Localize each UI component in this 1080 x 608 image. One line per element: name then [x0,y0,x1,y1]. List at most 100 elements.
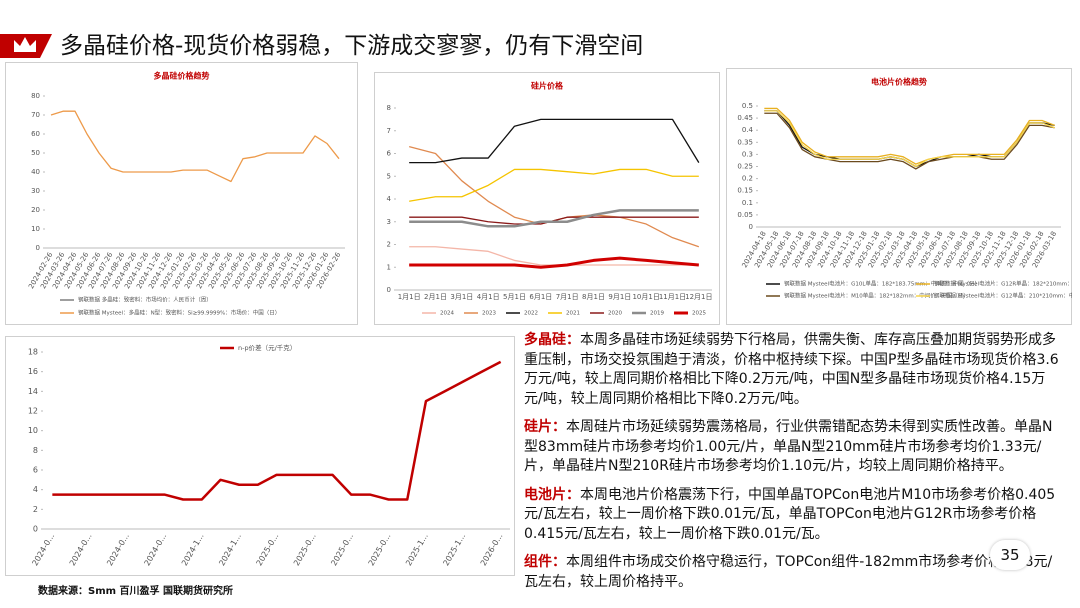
y-tick-label: 10 [28,426,38,435]
y-tick-label: 12 [28,407,38,416]
series-line [764,110,1055,168]
series-line [409,209,699,228]
y-tick-label: 0 [387,286,391,294]
chart-panel: 硅片价格 0 1 2 3 4 5 6 7 8 1月1日 2月1日 3月1日 4月1日 5月1日 6月1日 7月1… [374,72,720,325]
y-tick-label: 30 [31,187,40,195]
y-tick-label: 14 [28,387,38,396]
y-tick-label: 0 [749,223,753,231]
x-tick-label: 8月1日 [582,293,605,301]
x-tick-label: 3月1日 [450,293,473,301]
legend-label: 钢联数据 Mysteel电池片：G10L单晶：182*183.75mm：中间价：… [784,280,980,288]
y-tick-label: 8 [33,446,38,455]
paragraph-label: 多晶硅： [524,332,580,348]
legend-label: 钢联数据 Mysteel：多晶硅：N型：致密料：Si≥99.9999%：市场价：… [78,309,280,317]
legend-label: 钢联数据 多晶硅：致密料：市场均价：人民币计（周） [78,296,212,304]
series-line [409,118,700,164]
slide-title: 多晶硅价格-现货价格弱稳，下游成交寥寥，仍有下滑空间 [60,33,644,59]
x-tick-label: 4月1日 [477,293,500,301]
data-source: 数据来源：Smm 百川盈孚 国联期货研究所 [38,586,234,597]
paragraph-text: 本周硅片市场延续弱势震荡格局，行业供需错配态势未得到实质性改善。单晶N型83mm… [524,419,1053,474]
y-tick-label: 0.45 [737,114,753,122]
y-tick-label: 80 [31,92,40,100]
y-tick-label: 50 [31,149,40,157]
series-line [409,168,699,202]
series-line [52,360,502,501]
paragraph-label: 组件： [524,554,566,570]
y-tick-label: 70 [31,111,40,119]
x-tick-label: 7月1日 [556,293,579,301]
paragraph-text: 本周电池片价格震荡下行，中国单晶TOPCon电池片M10市场参考价格0.405元… [524,486,1056,542]
series-line [409,256,699,269]
series-line [764,112,1055,170]
legend-label: 2022 [524,311,538,317]
panel-border [726,68,1072,325]
x-tick-label: 10月1日 [632,293,659,301]
y-tick-label: 40 [31,168,40,176]
y-tick-label: 0.1 [742,199,753,207]
paragraph: 多晶硅：本周多晶硅市场延续弱势下行格局，供需失衡、库存高压叠加期货弱势形成多重压… [524,331,1064,409]
legend-label: 2024 [440,311,454,317]
x-tick-label: 2月1日 [424,293,447,301]
paragraph-label: 电池片： [524,486,580,503]
chart-title: 多晶硅价格趋势 [154,71,210,81]
x-tick-label: 5月1日 [503,293,526,301]
series-line [50,110,340,183]
chart-title: 电池片价格趋势 [871,77,927,87]
legend-label: 2020 [608,311,622,317]
y-tick-label: 4 [33,485,38,494]
crown-icon [0,34,52,58]
y-tick-label: 1 [387,263,391,271]
y-tick-label: 2 [387,241,391,249]
paragraph: 硅片：本周硅片市场延续弱势震荡格局，行业供需错配态势未得到实质性改善。单晶N型8… [524,418,1064,477]
y-tick-label: 3 [387,218,391,226]
y-tick-label: 0.2 [742,175,753,183]
paragraph-text: 本周组件市场成交价格守稳运行，TOPCon组件-182mm市场参考价格0.78元… [524,554,1053,590]
y-tick-label: 2 [33,505,38,514]
y-tick-label: 0.3 [742,150,753,158]
chart-panel: 多晶硅价格趋势010203040506070802024-02-262024-0… [5,62,358,325]
x-tick-label: 6月1日 [529,293,552,301]
y-tick-label: 0.25 [737,163,753,171]
series-line [764,107,1055,165]
panel-border [5,336,515,576]
y-tick-label: 0.4 [742,126,754,134]
legend-label: n-p价差（元/千克） [238,343,296,352]
y-tick-label: 6 [387,150,392,158]
chart-title: 硅片价格 [531,81,564,91]
legend-label: 2023 [482,311,496,317]
legend-label: 钢联数据 Mysteel电池片：M10单晶：182*182mm：中间价：中国（日… [784,292,969,300]
y-tick-label: 0 [36,244,40,252]
paragraph: 组件：本周组件市场成交价格守稳运行，TOPCon组件-182mm市场参考价格0.… [524,553,1064,592]
legend-label: 2019 [650,311,664,317]
y-tick-label: 4 [387,195,392,203]
y-tick-label: 10 [31,225,40,233]
panel-border [5,62,358,325]
legend-label: 2021 [566,311,580,317]
page-number: 35 [990,540,1030,570]
y-tick-label: 18 [28,348,38,357]
paragraph: 电池片：本周电池片价格震荡下行，中国单晶TOPCon电池片M10市场参考价格0.… [524,486,1064,545]
x-tick-label: 9月1日 [608,293,631,301]
y-tick-label: 5 [387,172,391,180]
y-tick-label: 60 [31,130,40,138]
y-tick-label: 7 [387,127,391,135]
paragraph-text: 本周多晶硅市场延续弱势下行格局，供需失衡、库存高压叠加期货弱势形成多重压制，市场… [524,332,1059,407]
y-tick-label: 0 [33,525,38,534]
y-tick-label: 16 [28,367,38,376]
legend-label: 钢联数据 Mysteel电池片：G12单晶：210*210mm：中间价：中国（日… [934,292,1072,300]
y-tick-label: 0.15 [737,187,753,195]
x-tick-label: 11月1日 [659,293,686,301]
x-tick-label: 1月1日 [398,293,421,301]
legend-label: 2025 [692,311,706,317]
paragraph-label: 硅片： [524,419,566,435]
chart-panel: 电池片价格趋势 0 0.05 0.1 0.15 0.2 0.25 0.3 0.35 0.4 0.45… [726,68,1072,325]
y-tick-label: 0.05 [737,211,753,219]
y-tick-label: 0.5 [742,102,753,110]
y-tick-label: 20 [31,206,40,214]
legend-label: 钢联数据 Mysteel电池片：G12R单晶：182*210mm：中间价：中国（… [934,280,1072,288]
panel-border [374,72,720,325]
y-tick-label: 0.35 [737,138,753,146]
x-tick-label: 12月1日 [685,293,712,301]
